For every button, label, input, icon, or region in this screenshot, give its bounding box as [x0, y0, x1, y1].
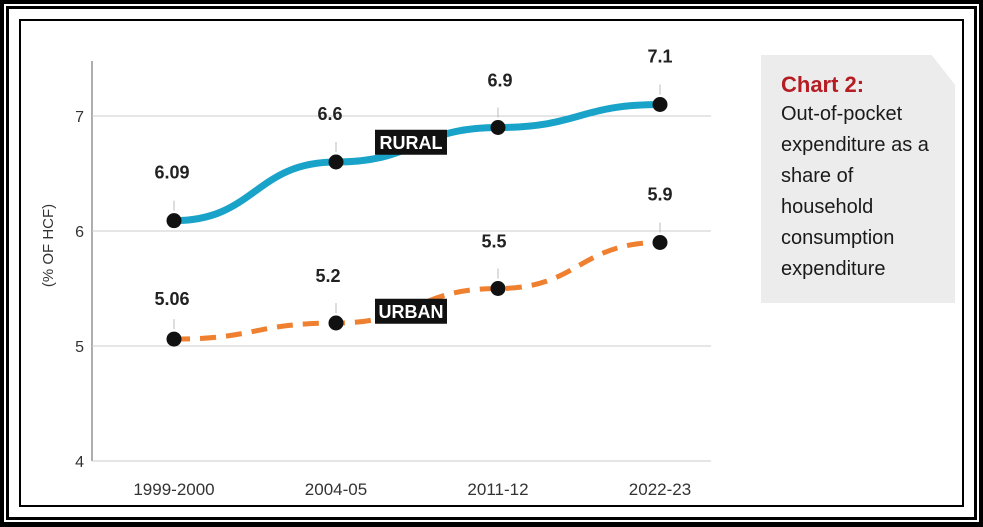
series-name-box: [375, 129, 447, 155]
series-name-urban: URBAN: [379, 302, 444, 322]
series-name-box: [375, 298, 447, 324]
y-tick-label: 7: [75, 109, 84, 126]
series-line-rural: [173, 101, 661, 225]
data-point-urban: [490, 281, 506, 296]
data-label-rural: 6.09: [154, 163, 189, 183]
series-name-rural: RURAL: [380, 133, 443, 153]
chart-frame: 4 5 6 7 (% OF HCF) 1999-2000 2004-05 2011-12 202…: [4, 4, 979, 522]
data-point-urban: [328, 315, 344, 331]
chart-panel: 4 5 6 7 (% OF HCF) 1999-2000 2004-05 2011-12 202…: [19, 19, 964, 507]
data-label-rural: 7.1: [647, 47, 672, 67]
data-label-urban: 5.9: [647, 185, 672, 205]
x-tick-label: 2022-23: [629, 480, 691, 499]
data-label-urban: 5.06: [154, 289, 189, 309]
data-point-rural: [652, 97, 668, 112]
data-point-urban: [166, 331, 182, 347]
series-line-urban: [173, 240, 661, 342]
data-point-rural: [490, 120, 506, 135]
y-tick-label: 5: [75, 339, 84, 356]
y-axis-label: (% OF HCF): [40, 204, 57, 287]
data-point-rural: [166, 213, 182, 229]
x-tick-label: 2004-05: [305, 480, 367, 499]
y-tick-label: 4: [75, 454, 84, 471]
data-point-urban: [652, 235, 668, 250]
data-label-urban: 5.2: [315, 266, 340, 286]
caption-title: Chart 2:: [781, 72, 865, 97]
x-tick-label: 1999-2000: [133, 480, 214, 499]
caption-card: Chart 2: Out-of-pocket expenditure as a …: [761, 55, 955, 303]
y-tick-label: 6: [75, 224, 84, 241]
data-label-rural: 6.6: [317, 104, 342, 124]
data-label-rural: 6.9: [487, 71, 512, 91]
line-chart: 4 5 6 7 (% OF HCF) 1999-2000 2004-05 2011-12 202…: [40, 47, 711, 499]
x-tick-label: 2011-12: [467, 480, 528, 499]
caption-text: Out-of-pocket expenditure as a share of …: [781, 103, 929, 280]
data-point-rural: [328, 154, 344, 170]
data-label-urban: 5.5: [481, 232, 506, 252]
